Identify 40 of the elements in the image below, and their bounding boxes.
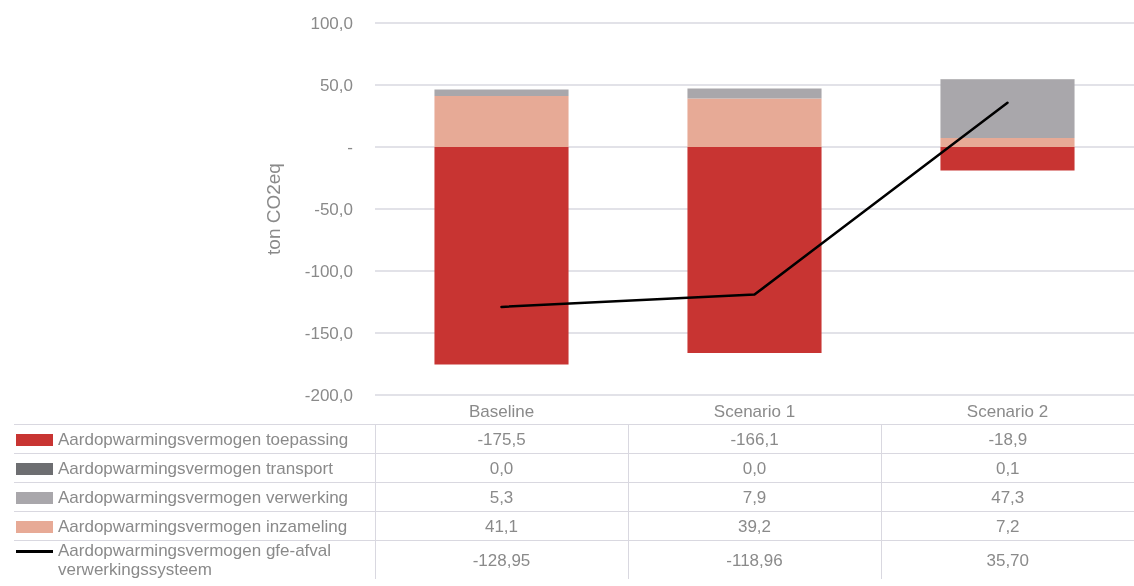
legend-label: Aardopwarmingsvermogen toepassing <box>58 429 349 449</box>
y-tick-label: -100,0 <box>304 261 353 281</box>
legend-label: Aardopwarmingsvermogen verwerking <box>58 487 349 507</box>
bar <box>940 79 1075 139</box>
y-tick-label: -150,0 <box>304 323 353 343</box>
data-label: -18,9 <box>881 424 1134 454</box>
x-tick-label: Scenario 2 <box>966 402 1049 421</box>
bar <box>687 98 822 147</box>
data-label: -118,96 <box>628 540 881 579</box>
data-label: -175,5 <box>375 424 628 454</box>
data-label: 35,70 <box>881 540 1134 579</box>
bar <box>687 88 822 99</box>
x-tick-label: Scenario 1 <box>713 402 796 421</box>
data-label: 7,9 <box>628 482 881 512</box>
y-tick-label: -200,0 <box>304 385 353 405</box>
legend-label: Aardopwarmingsvermogen transport <box>58 458 333 478</box>
bar <box>687 147 822 353</box>
data-label: 0,0 <box>375 453 628 483</box>
data-label: 47,3 <box>881 482 1134 512</box>
data-label: -128,95 <box>375 540 628 579</box>
x-tick-label: Baseline <box>468 402 535 421</box>
bar <box>434 96 569 147</box>
legend-label: Aardopwarmingsvermogen inzameling <box>58 516 348 536</box>
y-tick-label: -50,0 <box>314 199 353 219</box>
data-label: 7,2 <box>881 511 1134 541</box>
data-label: 5,3 <box>375 482 628 512</box>
y-tick-label: - <box>347 137 353 157</box>
data-label: 0,0 <box>628 453 881 483</box>
data-label: 41,1 <box>375 511 628 541</box>
bar <box>940 138 1075 147</box>
bar <box>434 89 569 97</box>
bar <box>940 147 1075 171</box>
y-tick-label: 100,0 <box>310 13 353 33</box>
legend-label: Aardopwarmingsvermogen gfe-afval verwerkingssysteem <box>58 541 333 579</box>
bar <box>434 147 569 365</box>
y-tick-label: 50,0 <box>319 75 353 95</box>
data-label: 39,2 <box>628 511 881 541</box>
data-label: -166,1 <box>628 424 881 454</box>
y-axis-title: ton CO2eq <box>263 163 284 255</box>
data-label: 0,1 <box>881 453 1134 483</box>
